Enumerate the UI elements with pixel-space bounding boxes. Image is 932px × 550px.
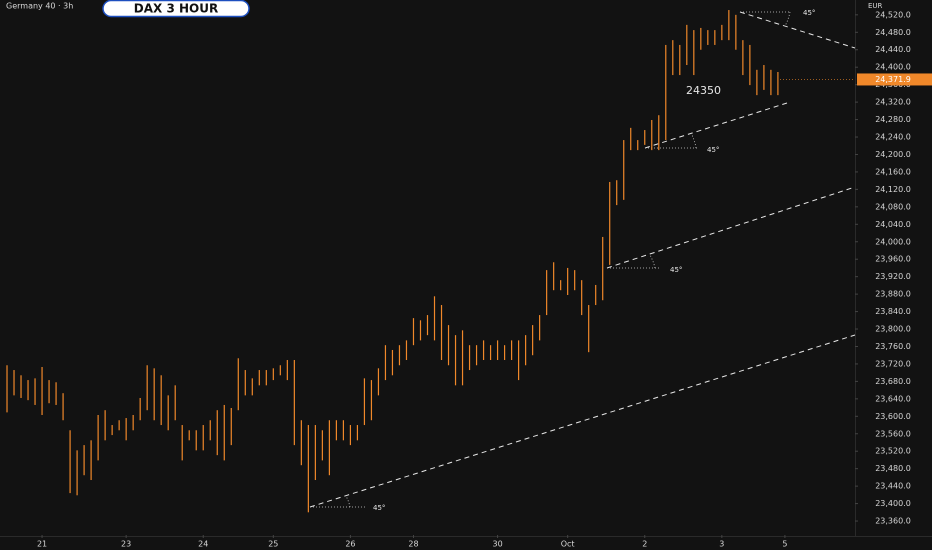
y-tick-label: 23,440.0 <box>875 482 911 491</box>
x-tick-label: 3 <box>719 540 724 549</box>
x-tick-label: 24 <box>198 540 208 549</box>
y-tick-label: 24,320.0 <box>875 98 911 107</box>
annotation: 45° <box>670 266 682 274</box>
y-tick-label: 24,440.0 <box>875 45 911 54</box>
x-tick-label: 5 <box>782 540 787 549</box>
trend-lines <box>309 11 856 508</box>
bars <box>6 10 779 513</box>
chart-title: Germany 40 · 3h <box>6 2 73 11</box>
currency: EUR <box>868 2 883 10</box>
y-tick-label: 24,000.0 <box>875 237 911 246</box>
y-tick-label: 23,480.0 <box>875 464 911 473</box>
y-tick-label: 23,720.0 <box>875 359 911 368</box>
y-tick-label: 24,120.0 <box>875 185 911 194</box>
trend-line <box>606 186 856 269</box>
x-tick-label: 23 <box>121 540 131 549</box>
y-tick-label: 24,240.0 <box>875 133 911 142</box>
y-tick-label: 24,080.0 <box>875 202 911 211</box>
y-tick-label: 23,560.0 <box>875 429 911 438</box>
x-tick-label: 25 <box>268 540 278 549</box>
annotation: 45° <box>373 504 385 512</box>
y-tick-label: 24,160.0 <box>875 167 911 176</box>
y-tick-label: 23,680.0 <box>875 377 911 386</box>
x-tick-label: 30 <box>492 540 502 549</box>
annotation: 45° <box>803 9 815 17</box>
angle-arc <box>784 11 791 27</box>
y-tick-label: 24,400.0 <box>875 63 911 72</box>
y-tick-label: 23,400.0 <box>875 499 911 508</box>
x-tick-label: Oct <box>561 540 575 549</box>
x-tick-label: 2 <box>642 540 647 549</box>
angle-arc <box>691 134 697 149</box>
badge: DAX 3 HOUR <box>134 2 218 16</box>
angle-arc <box>345 495 351 508</box>
y-tick-label: 24,280.0 <box>875 115 911 124</box>
x-tick-label: 28 <box>408 540 418 549</box>
y-tick-label: 23,800.0 <box>875 325 911 334</box>
y-tick-label: 23,360.0 <box>875 517 911 526</box>
y-tick-label: 23,960.0 <box>875 255 911 264</box>
y-tick-label: 24,480.0 <box>875 28 911 37</box>
y-tick-label: 24,520.0 <box>875 10 911 19</box>
y-tick-label: 23,600.0 <box>875 412 911 421</box>
badge-box <box>102 0 250 18</box>
last-price-tag <box>857 73 932 86</box>
trend-line <box>739 11 856 49</box>
y-tick-label: 24,040.0 <box>875 220 911 229</box>
y-tick-label: 23,640.0 <box>875 394 911 403</box>
y-tick-label: 23,880.0 <box>875 290 911 299</box>
trend-line <box>644 102 788 149</box>
y-tick-label: 23,520.0 <box>875 447 911 456</box>
last-price-label: 24,371.9 <box>875 75 911 84</box>
annotation: 45° <box>707 146 719 154</box>
y-tick-label: 23,840.0 <box>875 307 911 316</box>
angle-arc <box>649 254 656 269</box>
y-tick-label: 24,200.0 <box>875 150 911 159</box>
y-tick-label: 23,760.0 <box>875 342 911 351</box>
y-tick-label: 23,920.0 <box>875 272 911 281</box>
x-tick-label: 21 <box>37 540 47 549</box>
annotation: 24350 <box>686 84 721 97</box>
x-tick-label: 26 <box>345 540 355 549</box>
